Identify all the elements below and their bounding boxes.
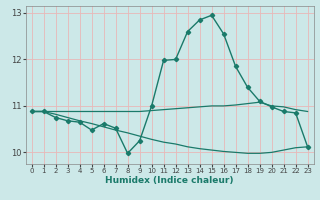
X-axis label: Humidex (Indice chaleur): Humidex (Indice chaleur) — [105, 176, 234, 185]
